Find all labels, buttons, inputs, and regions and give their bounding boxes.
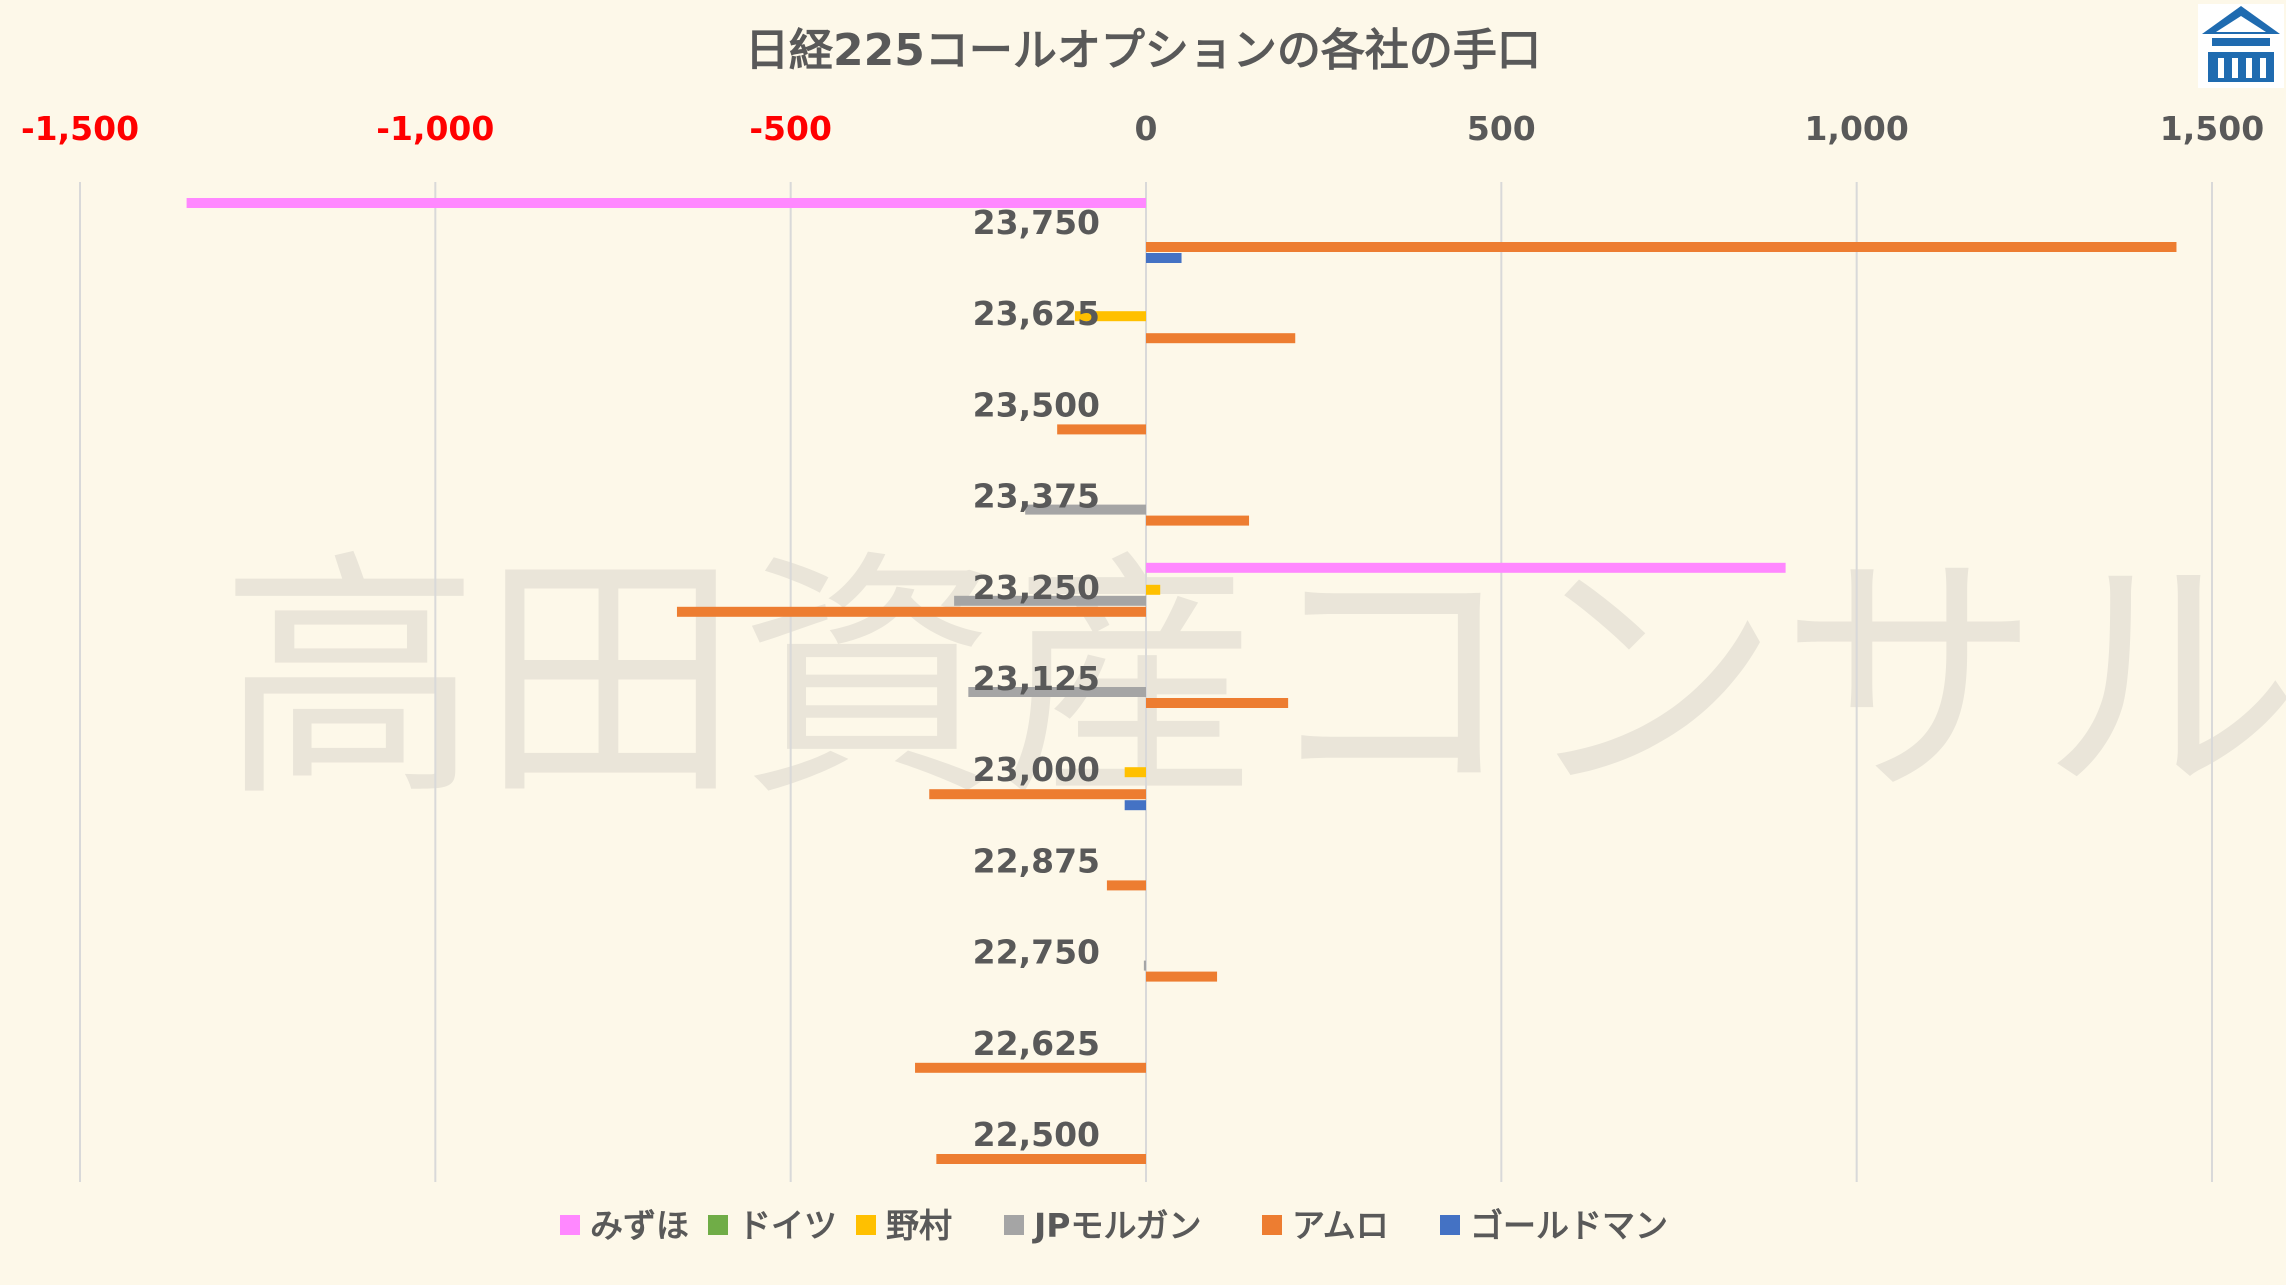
category-label: 22,500 bbox=[973, 1115, 1100, 1154]
legend-label: JPモルガン bbox=[1032, 1206, 1201, 1245]
x-tick-label: -1,000 bbox=[376, 109, 494, 148]
legend-swatch bbox=[560, 1215, 580, 1235]
category-label: 23,750 bbox=[973, 203, 1100, 242]
category-labels: 23,750 23,625 23,500 23,375 23,250 23,125 23,0… bbox=[973, 203, 1100, 1154]
bar bbox=[968, 687, 1146, 697]
bars bbox=[186, 198, 2177, 1164]
x-tick-label: -500 bbox=[749, 109, 832, 148]
bar bbox=[936, 1154, 1146, 1164]
chart-title: 日経225コールオプションの各社の手口 bbox=[745, 25, 1541, 76]
category-label: 23,625 bbox=[973, 294, 1100, 333]
logo-icon bbox=[2198, 4, 2284, 88]
x-tick-label: -1,500 bbox=[21, 109, 139, 148]
legend: みずほ ドイツ 野村 JPモルガン アムロ ゴールドマン bbox=[560, 1206, 1668, 1245]
bar bbox=[929, 789, 1146, 800]
category-label: 22,875 bbox=[973, 841, 1100, 880]
bar bbox=[1146, 515, 1250, 526]
bar bbox=[954, 595, 1146, 606]
bar bbox=[1074, 311, 1146, 322]
category-label: 23,375 bbox=[973, 477, 1100, 516]
bar bbox=[1146, 584, 1161, 595]
legend-swatch bbox=[708, 1215, 728, 1235]
bar bbox=[1146, 333, 1296, 344]
category-label: 23,125 bbox=[973, 659, 1100, 698]
bar bbox=[676, 606, 1146, 617]
legend-label: ゴールドマン bbox=[1470, 1206, 1668, 1245]
bar bbox=[1106, 880, 1146, 891]
legend-swatch bbox=[1440, 1215, 1460, 1235]
legend-label: ドイツ bbox=[738, 1206, 837, 1245]
bar bbox=[1124, 767, 1146, 778]
legend-swatch bbox=[1004, 1215, 1024, 1235]
legend-label: 野村 bbox=[886, 1206, 952, 1245]
category-label: 22,750 bbox=[973, 933, 1100, 972]
x-tick-label: 500 bbox=[1467, 109, 1536, 148]
x-axis-ticks: -1,500 -1,000 -500 0 500 1,000 1,500 bbox=[21, 109, 2264, 148]
bar bbox=[1025, 504, 1146, 515]
bar bbox=[1057, 424, 1146, 435]
watermark: 高田資産コンサル bbox=[220, 530, 2286, 832]
x-tick-label: 0 bbox=[1135, 109, 1158, 148]
bar bbox=[1146, 242, 2177, 252]
bar bbox=[1146, 253, 1182, 263]
legend-swatch bbox=[1262, 1215, 1282, 1235]
category-label: 23,500 bbox=[973, 385, 1100, 424]
bar bbox=[915, 1062, 1146, 1073]
x-tick-label: 1,000 bbox=[1804, 109, 1908, 148]
x-tick-label: 1,500 bbox=[2160, 109, 2264, 148]
gridlines bbox=[79, 182, 2213, 1182]
bar bbox=[1146, 562, 1786, 573]
legend-label: アムロ bbox=[1292, 1206, 1389, 1245]
bar bbox=[1124, 800, 1146, 811]
category-label: 23,250 bbox=[973, 568, 1100, 607]
bar bbox=[1146, 971, 1218, 982]
category-label: 22,625 bbox=[973, 1024, 1100, 1063]
bar bbox=[1143, 960, 1146, 971]
bar bbox=[186, 198, 1147, 208]
legend-label: みずほ bbox=[590, 1206, 689, 1245]
category-label: 23,000 bbox=[973, 750, 1100, 789]
bar bbox=[1146, 698, 1289, 708]
legend-swatch bbox=[856, 1215, 876, 1235]
